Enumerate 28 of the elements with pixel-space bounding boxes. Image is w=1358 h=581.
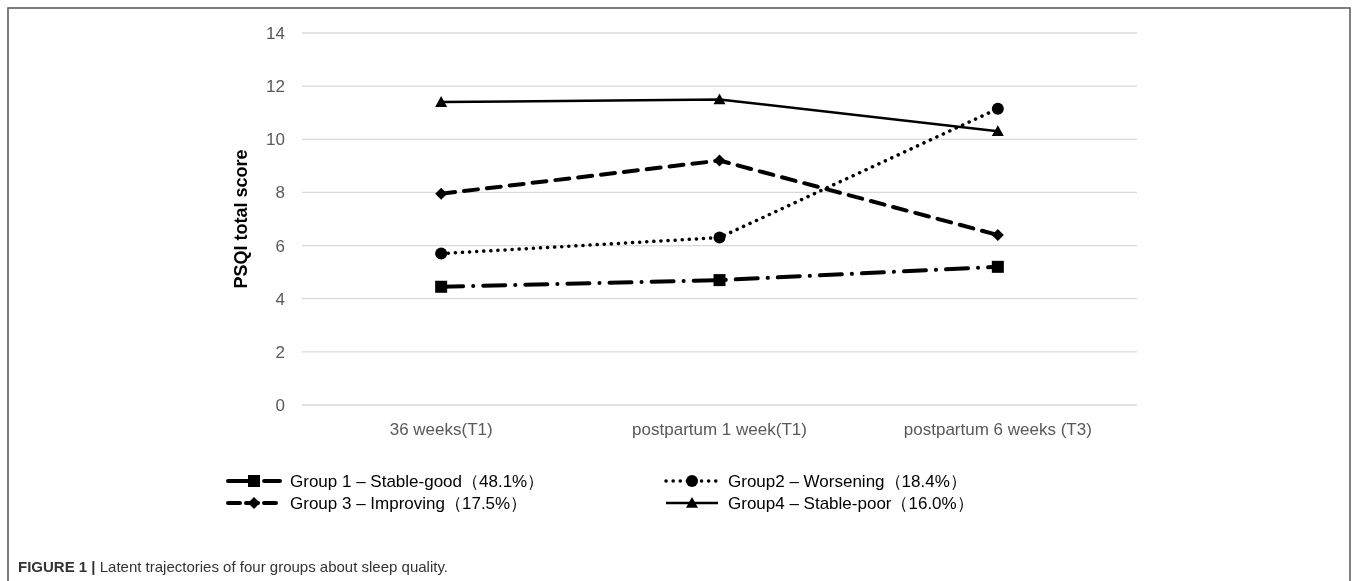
legend-label: Group4 – Stable-poor（16.0%）	[728, 494, 974, 513]
x-tick-label: postpartum 6 weeks (T3)	[903, 420, 1092, 439]
point	[713, 154, 726, 167]
point	[991, 125, 1004, 137]
y-tick-label: 8	[275, 183, 285, 203]
text: FIGURE 1 | Latent trajectories of four groups about sleep quality.	[18, 558, 448, 575]
x-tick-label: 36 weeks(T1)	[389, 420, 493, 439]
point	[991, 260, 1004, 273]
legend-label: Group2 – Worsening（18.4%）	[728, 472, 967, 491]
y-tick-label: 4	[275, 289, 285, 309]
point	[713, 93, 726, 105]
point	[435, 247, 448, 260]
y-tick-label: 6	[275, 236, 285, 256]
point	[713, 274, 726, 287]
y-tick-label: 2	[275, 342, 285, 362]
point	[435, 280, 448, 293]
y-axis-title: PSQI total score	[231, 149, 251, 289]
point	[435, 96, 448, 107]
legend-label: Group 3 – Improving（17.5%）	[290, 494, 528, 513]
y-tick-label: 0	[275, 396, 285, 415]
legend-label: Group 1 – Stable-good（48.1%）	[290, 472, 545, 491]
y-tick-label: 10	[266, 130, 285, 150]
point	[991, 102, 1004, 115]
x-tick-label: postpartum 1 week(T1)	[632, 420, 807, 439]
point	[991, 228, 1004, 241]
point	[713, 231, 726, 244]
y-tick-label: 12	[266, 77, 285, 97]
y-tick-label: 14	[266, 24, 285, 43]
